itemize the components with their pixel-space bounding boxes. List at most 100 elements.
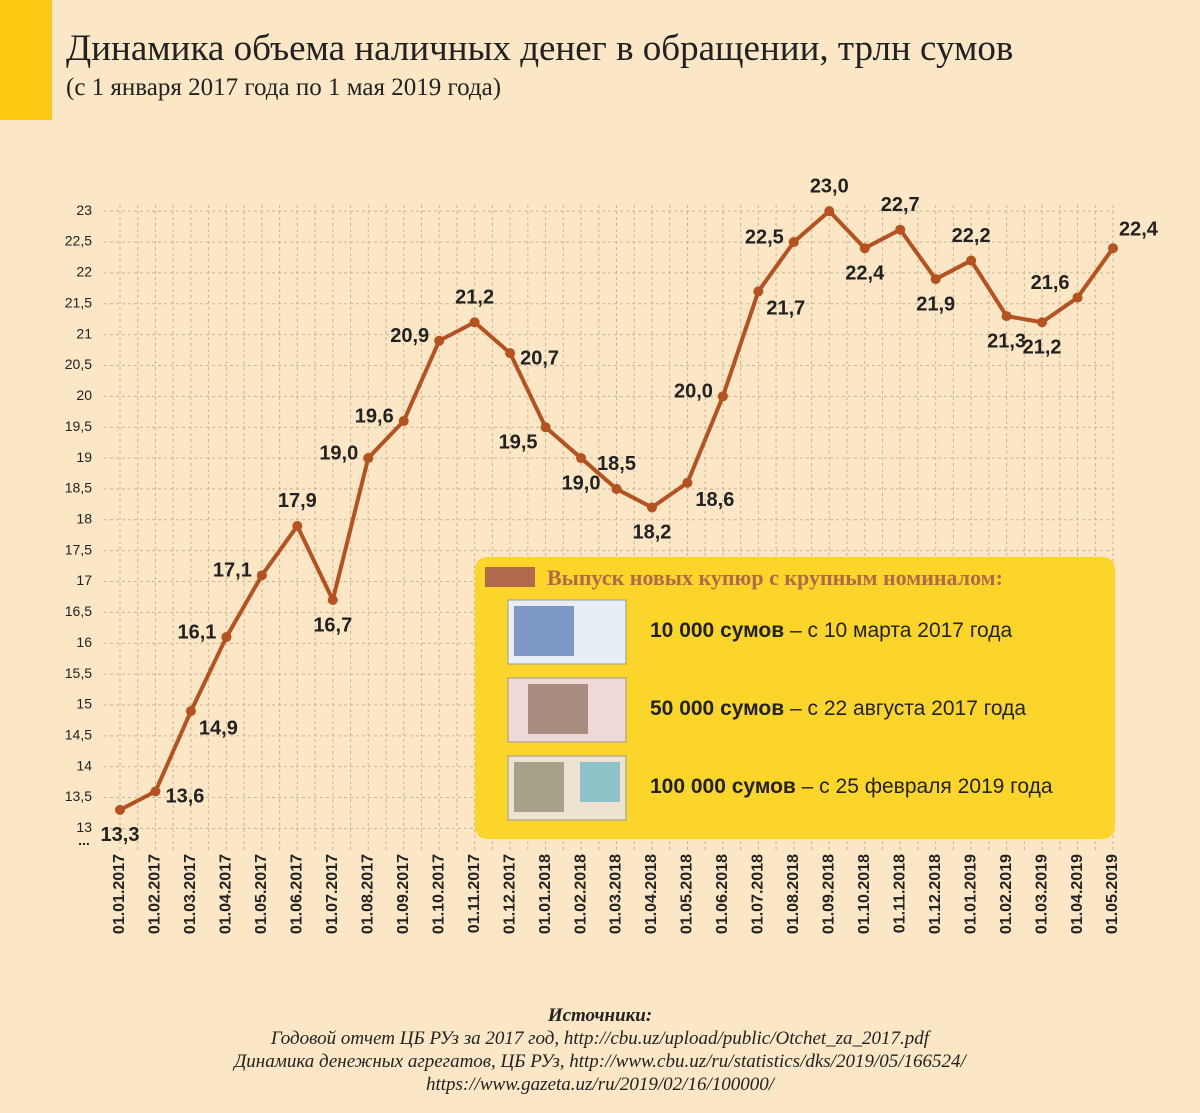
banknote [507,755,627,821]
value-label: 18,6 [695,489,734,511]
x-tick-label: 01.06.2018 [714,854,731,934]
legend-box: Выпуск новых купюр с крупным номиналом: … [475,557,1115,839]
data-point [1072,292,1083,303]
value-label: 23,0 [810,175,849,197]
data-point [505,348,516,359]
banknote-art [580,762,620,802]
x-tick-label: 01.10.2017 [430,854,447,934]
data-point [1108,243,1118,254]
x-tick-label: 01.06.2017 [289,854,306,934]
legend-item-bold: 50 000 сумов [650,697,784,720]
chart-subtitle: (с 1 января 2017 года по 1 мая 2019 года… [66,74,501,101]
value-label: 20,0 [674,381,713,403]
legend-swatch [485,567,535,587]
data-point [185,706,196,717]
data-point [717,391,728,402]
value-label: 21,2 [455,287,494,309]
value-label: 22,4 [845,262,885,284]
value-label: 21,9 [916,293,955,315]
x-tick-label: 01.01.2019 [962,854,979,934]
x-tick-label: 01.08.2018 [785,854,802,934]
data-point [859,243,870,254]
data-point [327,595,338,606]
data-point [221,632,232,643]
data-point [930,274,941,285]
banknote-art [514,606,574,656]
x-tick-label: 01.07.2017 [324,854,341,934]
chart-title: Динамика объема наличных денег в обращен… [66,28,1013,69]
accent-bar [0,0,52,120]
banknote-art [528,684,588,734]
data-point [576,453,587,464]
legend-item: 100 000 сумов – с 25 февраля 2019 года [650,775,1053,798]
y-tick-label: 13 [76,819,92,835]
y-tick-label: 22 [76,264,92,280]
x-tick-label: 01.04.2017 [218,854,235,934]
x-tick-label: 01.02.2018 [572,854,589,934]
data-point [1001,311,1012,322]
axis-break: ... [78,832,90,848]
value-label: 22,5 [745,226,784,248]
value-label: 19,5 [499,431,538,453]
x-tick-label: 01.09.2018 [821,854,838,934]
data-point [363,453,374,464]
value-label: 14,9 [199,717,238,739]
value-label: 21,7 [766,298,805,320]
x-tick-label: 01.10.2018 [856,854,873,934]
y-tick-label: 21 [76,325,92,341]
data-point [256,570,267,581]
y-tick-label: 20 [76,387,92,403]
sources: Источники: Годовой отчет ЦБ РУз за 2017 … [232,1005,967,1095]
data-point [150,786,161,797]
legend-background [475,557,1115,839]
value-label: 21,6 [1031,272,1070,294]
value-label: 13,6 [165,786,204,808]
value-label: 22,7 [881,194,920,216]
y-tick-label: 18,5 [65,480,92,496]
x-tick-label: 01.08.2017 [359,854,376,934]
banknote-art [514,762,564,812]
y-tick-label: 16,5 [65,603,92,619]
value-label: 20,7 [520,347,559,369]
x-tick-label: 01.02.2019 [998,854,1015,934]
y-tick-label: 22,5 [65,233,92,249]
y-tick-label: 17,5 [65,541,92,557]
data-point [434,335,445,346]
data-point [540,422,551,433]
y-tick-label: 21,5 [65,294,92,310]
y-tick-label: 23 [76,202,92,218]
source-line: Динамика денежных агрегатов, ЦБ РУз, htt… [232,1051,967,1072]
y-tick-label: 14 [76,757,92,773]
y-tick-label: 18 [76,510,92,526]
y-tick-label: 19 [76,449,92,465]
data-point [611,483,622,494]
value-label: 16,7 [313,614,352,636]
x-tick-label: 01.01.2018 [537,854,554,934]
x-tick-label: 01.05.2019 [1104,854,1121,934]
value-label: 21,2 [1023,337,1062,359]
value-label: 16,1 [177,621,216,643]
x-tick-label: 01.09.2017 [395,854,412,934]
data-point [398,416,409,427]
x-tick-label: 01.12.2018 [927,854,944,934]
legend-item-text: – с 25 февраля 2019 года [796,775,1053,798]
value-label: 20,9 [390,325,429,347]
x-tick-label: 01.11.2018 [891,854,908,933]
x-tick-label: 01.12.2017 [501,854,518,934]
y-tick-label: 19,5 [65,418,92,434]
data-point [115,804,125,815]
banknote [507,599,627,665]
data-point [753,286,764,297]
legend-item-text: – с 10 марта 2017 года [784,619,1012,642]
x-tick-label: 01.04.2019 [1069,854,1086,934]
sources-title: Источники: [547,1005,652,1026]
x-tick-label: 01.04.2018 [643,854,660,934]
legend-items: 10 000 сумов – с 10 марта 2017 года 50 00… [650,619,1053,798]
data-point [1037,317,1048,328]
y-tick-label: 13,5 [65,788,92,804]
data-point [895,224,906,235]
legend-item-bold: 10 000 сумов [650,619,784,642]
legend-item-bold: 100 000 сумов [650,775,796,798]
